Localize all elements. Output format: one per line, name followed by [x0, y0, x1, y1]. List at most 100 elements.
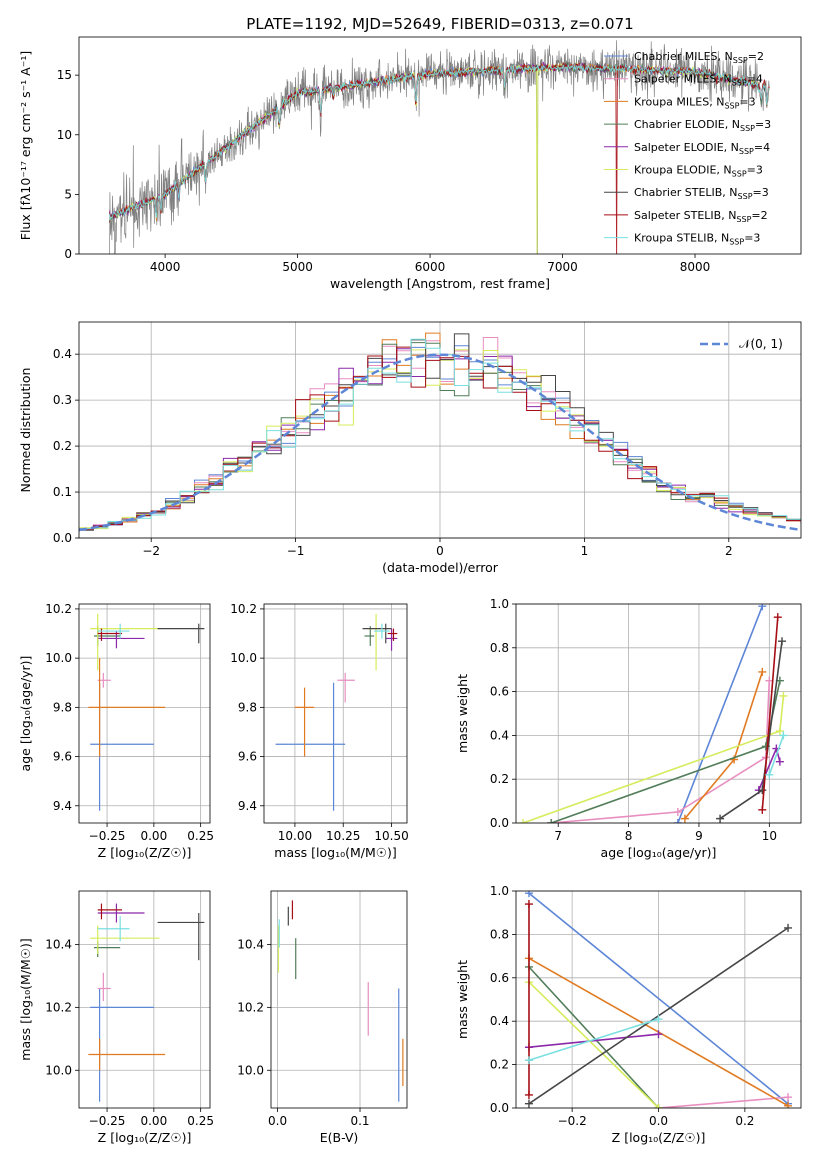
weight-marker	[519, 819, 528, 823]
weight-line	[677, 605, 764, 823]
weight_vs_Z-panel: −0.2 0.0 0.2 0.0 0.2 0.4 0.6 0.8 1.0 Z [log₁₀(Z/Z…	[455, 884, 802, 1145]
weight-marker	[775, 727, 784, 736]
weight-marker	[524, 1099, 533, 1108]
weight-marker	[673, 808, 682, 817]
y-tick-label: 9.8	[53, 700, 72, 714]
errorbars	[88, 613, 205, 811]
errorbar-point	[97, 623, 130, 639]
y-tick-label: 9.4	[238, 799, 257, 813]
weight-line	[658, 1096, 789, 1108]
weight-line	[761, 617, 779, 810]
y-tick-label: 0.3	[53, 393, 72, 407]
weight-marker	[758, 786, 767, 795]
weight-marker	[524, 900, 533, 909]
errorbar-point	[90, 613, 160, 671]
errorbars	[275, 613, 398, 811]
weight-line	[528, 1033, 659, 1048]
errorbar-point	[97, 903, 145, 923]
weight-marker	[784, 1101, 793, 1108]
legend-entry: Chabrier ELODIE, NSSP=3	[634, 118, 771, 133]
legend-entry: Chabrier MILES, NSSP=2	[634, 50, 764, 65]
y-tick-label: 1.0	[490, 597, 509, 611]
weight-marker	[784, 1093, 793, 1102]
y-axis-label: mass [log₁₀(M/M☉)]	[18, 938, 33, 1060]
y-tick-label: 0	[64, 247, 72, 261]
y-tick-label: 10.4	[237, 937, 264, 951]
x-axis-label: Z [log₁₀(Z/Z☉)]	[98, 845, 192, 860]
y-tick-label: 10.2	[230, 602, 257, 616]
x-axis-label: wavelength [Angstrom, rest frame]	[330, 276, 550, 291]
weight-lines	[519, 604, 788, 823]
legend-entry: 𝒩(0, 1)	[739, 337, 783, 351]
weight-marker	[654, 1104, 663, 1108]
axes-frame	[78, 890, 211, 1109]
errorbar-point	[362, 623, 392, 644]
y-tick-label: 10.2	[45, 602, 72, 616]
y-tick-label: 0.4	[490, 728, 509, 742]
weight-marker	[758, 604, 767, 611]
histograms	[79, 332, 801, 534]
weight-line	[551, 680, 771, 823]
legend-entry: Salpeter MILES, NSSP=4	[634, 73, 763, 88]
axes-frame	[515, 603, 802, 824]
errorbar-point	[387, 628, 398, 641]
x-tick-label: 8	[625, 829, 633, 843]
legend-entry: Salpeter STELIB, NSSP=2	[634, 209, 768, 224]
weight-line	[522, 695, 785, 823]
x-tick-label: 1	[581, 544, 589, 558]
axes-frame	[263, 603, 408, 824]
weight-marker	[778, 637, 786, 646]
y-tick-label: 10.2	[237, 1000, 264, 1014]
x-tick-label: 7	[554, 829, 562, 843]
residuals-panel: −2 −1 0 1 2 0.0 0.1 0.2 0.3 0.4 (data-model)/error…	[18, 321, 802, 575]
weight-marker	[765, 770, 774, 779]
weight-marker	[758, 667, 767, 676]
y-tick-label: 0.2	[490, 1058, 509, 1072]
y-tick-label: 10.2	[45, 1000, 72, 1014]
weight-marker	[547, 819, 556, 823]
errorbar-point	[364, 626, 375, 646]
weight-line	[684, 671, 764, 820]
mass_vs_Z-panel: −0.25 0.00 0.25 10.0 10.2 10.4 Z [log₁₀(Z/Z☉)]…	[18, 890, 214, 1145]
errorbars	[88, 903, 205, 1102]
mass_vs_ebv-panel: 0.0 0.1 10.0 10.2 10.4 E(B-V)	[237, 890, 408, 1145]
y-tick-label: 9.8	[238, 700, 257, 714]
weight-lines	[524, 891, 793, 1108]
x-tick-label: −0.25	[89, 1114, 126, 1128]
page-title: PLATE=1192, MJD=52649, FIBERID=0313, z=0…	[246, 15, 633, 33]
axes-frame	[78, 321, 802, 539]
y-tick-label: 0.2	[490, 772, 509, 786]
weight-line	[528, 981, 660, 1108]
weight_vs_age-panel: 7 8 9 10 0.0 0.2 0.4 0.6 0.8 1.0 age [log₁₀(age/yr…	[455, 597, 802, 860]
legend-entry: Kroupa ELODIE, NSSP=3	[634, 164, 763, 179]
weight-line	[528, 892, 789, 1105]
y-tick-label: 0.1	[53, 485, 72, 499]
errorbar-point	[88, 1038, 166, 1071]
axes-frame	[78, 36, 802, 255]
x-tick-label: 0	[436, 544, 444, 558]
weight-marker	[654, 1030, 663, 1039]
legend-entry: Chabrier STELIB, NSSP=3	[634, 186, 769, 201]
weight-line	[528, 966, 660, 1108]
weight-marker	[716, 814, 725, 823]
y-tick-label: 0.6	[490, 685, 509, 699]
legend-entry: Kroupa MILES, NSSP=3	[634, 95, 756, 110]
spectrum-lines	[109, 40, 770, 254]
legend-entry: Kroupa STELIB, NSSP=3	[634, 232, 760, 247]
observed-spectrum-line	[109, 40, 770, 254]
age_vs_Z-panel: −0.25 0.00 0.25 9.4 9.6 9.8 10.0 10.2 Z [log₁₀(Z…	[18, 602, 214, 860]
normal-curve	[79, 353, 801, 532]
axes-frame	[270, 890, 408, 1109]
x-tick-label: 0.00	[140, 1114, 167, 1128]
errorbars	[277, 900, 404, 1102]
errorbar-point	[275, 682, 346, 811]
x-axis-label: age [log₁₀(age/yr)]	[601, 845, 717, 860]
x-tick-label: 5000	[282, 260, 313, 274]
errorbar-point	[337, 672, 355, 703]
x-axis-label: mass [log₁₀(M/M☉)]	[274, 845, 396, 860]
weight-marker	[773, 613, 782, 622]
model-spectrum-line	[109, 63, 770, 220]
errorbar-point	[366, 613, 384, 671]
errorbar-point	[294, 687, 315, 757]
age_vs_mass-panel: 10.00 10.25 10.50 9.4 9.6 9.8 10.0 10.2 mass [lo…	[230, 602, 408, 860]
